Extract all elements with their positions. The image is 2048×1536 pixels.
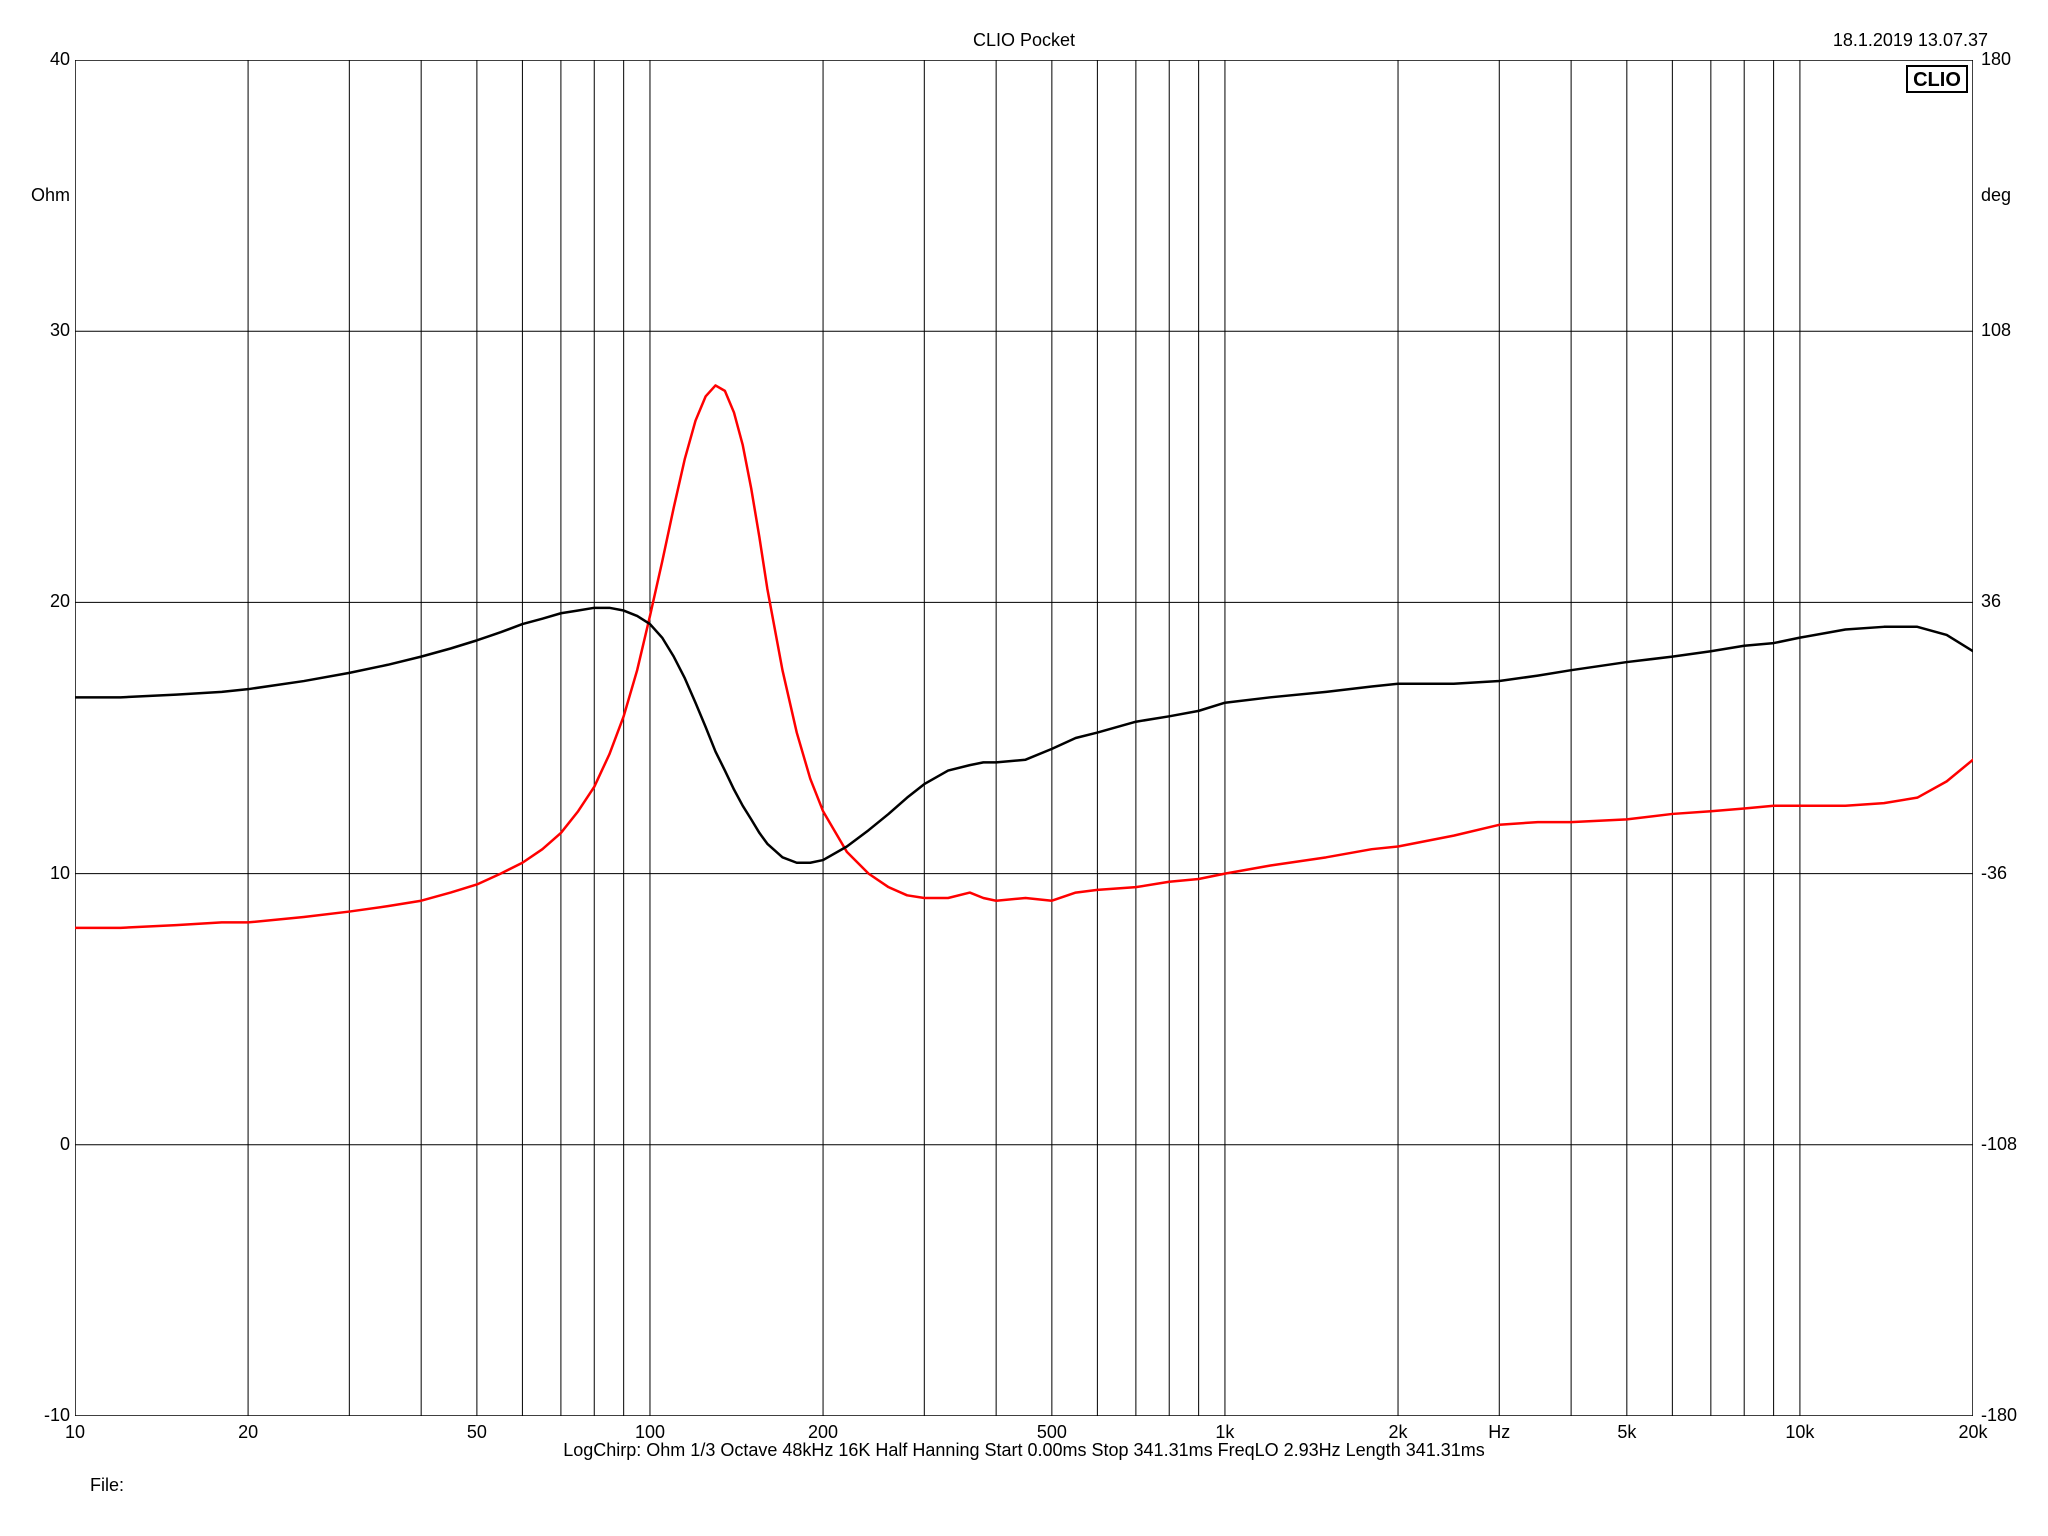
y-right-tick: -36 <box>1981 863 2007 884</box>
y-left-tick: 40 <box>25 49 70 70</box>
chart-title: CLIO Pocket <box>0 30 2048 51</box>
timestamp: 18.1.2019 13.07.37 <box>1833 30 1988 51</box>
y-left-label: Ohm <box>20 185 70 206</box>
impedance-chart: CLIO <box>75 60 1973 1416</box>
y-right-tick: 108 <box>1981 320 2011 341</box>
y-left-tick: 30 <box>25 320 70 341</box>
y-right-tick: -108 <box>1981 1134 2017 1155</box>
svg-text:CLIO: CLIO <box>1913 69 1961 91</box>
y-right-tick: 180 <box>1981 49 2011 70</box>
y-left-tick: 0 <box>25 1134 70 1155</box>
y-left-tick: 20 <box>25 591 70 612</box>
chart-params: LogChirp: Ohm 1/3 Octave 48kHz 16K Half … <box>0 1440 2048 1461</box>
file-label: File: <box>90 1475 124 1496</box>
y-right-tick: 36 <box>1981 591 2001 612</box>
y-left-tick: 10 <box>25 863 70 884</box>
y-right-label: deg <box>1981 185 2011 206</box>
chart-container: CLIO -10010203040Ohm-180-108-3636108180d… <box>75 60 1973 1416</box>
